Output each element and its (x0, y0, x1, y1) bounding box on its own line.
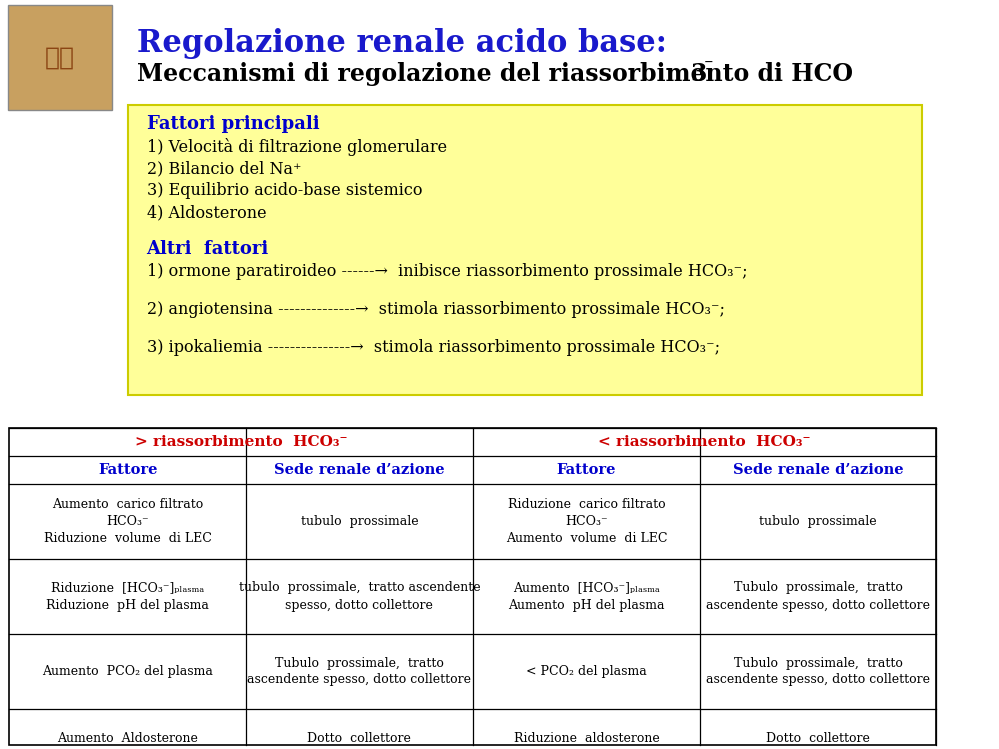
Text: Riduzione  aldosterone: Riduzione aldosterone (513, 733, 659, 745)
Text: tubulo  prossimale: tubulo prossimale (759, 515, 877, 528)
Text: Regolazione renale acido base:: Regolazione renale acido base: (137, 28, 667, 59)
Text: Aumento  Aldosterone: Aumento Aldosterone (57, 733, 198, 745)
Text: 3) ipokaliemia ---------------→  stimola riassorbimento prossimale HCO₃⁻;: 3) ipokaliemia ---------------→ stimola … (147, 339, 719, 356)
Text: < riassorbimento  HCO₃⁻: < riassorbimento HCO₃⁻ (598, 435, 811, 449)
Text: Riduzione  carico filtrato
HCO₃⁻
Aumento  volume  di LEC: Riduzione carico filtrato HCO₃⁻ Aumento … (505, 498, 667, 545)
FancyBboxPatch shape (9, 428, 936, 745)
Text: Aumento  [HCO₃⁻]ₚₗₐₛₘₐ
Aumento  pH del plasma: Aumento [HCO₃⁻]ₚₗₐₛₘₐ Aumento pH del pla… (508, 581, 664, 611)
Text: < PCO₂ del plasma: < PCO₂ del plasma (526, 665, 646, 678)
Text: Tubulo  prossimale,  tratto
ascendente spesso, dotto collettore: Tubulo prossimale, tratto ascendente spe… (248, 657, 472, 687)
Text: Fattore: Fattore (556, 463, 616, 477)
Text: Tubulo  prossimale,  tratto
ascendente spesso, dotto collettore: Tubulo prossimale, tratto ascendente spe… (706, 657, 930, 687)
Text: Aumento  carico filtrato
HCO₃⁻
Riduzione  volume  di LEC: Aumento carico filtrato HCO₃⁻ Riduzione … (44, 498, 212, 545)
Text: Meccanismi di regolazione del riassorbimento di HCO: Meccanismi di regolazione del riassorbim… (137, 62, 853, 86)
Text: > riassorbimento  HCO₃⁻: > riassorbimento HCO₃⁻ (135, 435, 348, 449)
Text: ⁻: ⁻ (703, 57, 713, 75)
Text: tubulo  prossimale: tubulo prossimale (301, 515, 419, 528)
Text: 4) Aldosterone: 4) Aldosterone (147, 204, 266, 221)
FancyBboxPatch shape (8, 5, 112, 110)
Text: Dotto  collettore: Dotto collettore (766, 733, 870, 745)
Text: 1) ormone paratiroideo ------→  inibisce riassorbimento prossimale HCO₃⁻;: 1) ormone paratiroideo ------→ inibisce … (147, 263, 747, 280)
Text: Tubulo  prossimale,  tratto
ascendente spesso, dotto collettore: Tubulo prossimale, tratto ascendente spe… (706, 581, 930, 611)
Text: Fattori principali: Fattori principali (147, 115, 320, 133)
Text: Dotto  collettore: Dotto collettore (308, 733, 412, 745)
FancyBboxPatch shape (128, 105, 922, 395)
Text: tubulo  prossimale,  tratto ascendente
spesso, dotto collettore: tubulo prossimale, tratto ascendente spe… (239, 581, 481, 611)
Text: Sede renale d’azione: Sede renale d’azione (274, 463, 445, 477)
Text: Fattore: Fattore (98, 463, 158, 477)
Text: 1) Velocità di filtrazione glomerulare: 1) Velocità di filtrazione glomerulare (147, 138, 447, 156)
Text: 2) Bilancio del Na⁺: 2) Bilancio del Na⁺ (147, 160, 301, 177)
Text: 2) angiotensina --------------→  stimola riassorbimento prossimale HCO₃⁻;: 2) angiotensina --------------→ stimola … (147, 301, 724, 318)
Text: Sede renale d’azione: Sede renale d’azione (733, 463, 903, 477)
Text: 3) Equilibrio acido-base sistemico: 3) Equilibrio acido-base sistemico (147, 182, 423, 199)
Text: Riduzione  [HCO₃⁻]ₚₗₐₛₘₐ
Riduzione  pH del plasma: Riduzione [HCO₃⁻]ₚₗₐₛₘₐ Riduzione pH del… (46, 581, 209, 611)
Text: Aumento  PCO₂ del plasma: Aumento PCO₂ del plasma (42, 665, 213, 678)
Text: Altri  fattori: Altri fattori (147, 240, 269, 258)
Text: 🫘🫘: 🫘🫘 (45, 46, 75, 70)
Text: 3: 3 (690, 62, 707, 86)
